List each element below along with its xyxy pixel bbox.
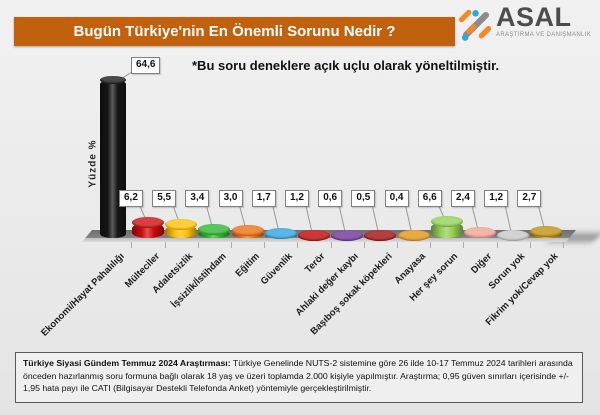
asal-logo: ASAL ARAŞTIRMA VE DANIŞMANLIK <box>458 4 596 48</box>
page-title: Bugün Türkiye'nin En Önemli Sorunu Nedir… <box>14 17 455 46</box>
value-label: 0,5 <box>351 190 376 207</box>
bar-cylinder-top <box>231 225 264 237</box>
category-label: Ahlaki değer kaybı <box>293 251 361 319</box>
value-label: 64,6 <box>131 57 161 74</box>
methodology-title: Türkiye Siyasi Gündem Temmuz 2024 Araştı… <box>23 358 231 368</box>
bar-cylinder <box>100 79 126 238</box>
bar-cylinder-top <box>464 226 496 238</box>
asal-logo-text: ASAL <box>496 2 572 32</box>
survey-note: *Bu soru deneklere açık uçlu olarak yöne… <box>192 58 500 73</box>
value-label: 2,7 <box>517 190 542 207</box>
axis-tick <box>529 242 531 248</box>
axis-tick <box>463 242 465 248</box>
bar-cylinder-top <box>264 228 297 240</box>
category-label: Eğitim <box>233 251 262 280</box>
category-label: Terör <box>303 251 328 276</box>
asal-logo-subtitle: ARAŞTIRMA VE DANIŞMANLIK <box>496 32 592 38</box>
axis-tick <box>330 242 332 248</box>
value-label: 3,4 <box>185 190 210 207</box>
axis-tick <box>496 242 498 248</box>
bar-cylinder-top <box>198 224 231 236</box>
axis-tick <box>131 242 133 248</box>
value-label: 1,2 <box>484 190 509 207</box>
bar-cylinder-top <box>298 229 330 241</box>
bar-cylinder-top <box>530 225 563 237</box>
bar-cylinder-top <box>430 216 463 228</box>
bar-cylinder-top <box>100 75 126 84</box>
axis-tick <box>363 242 365 248</box>
methodology-text: Türkiye Genelinde NUTS-2 sistemine göre … <box>23 358 573 394</box>
category-label: Diğer <box>468 251 494 276</box>
bar-cylinder-top <box>165 219 198 231</box>
value-label: 3,0 <box>218 190 243 207</box>
axis-tick <box>164 242 166 248</box>
bar-cylinder-top <box>132 217 164 229</box>
axis-tick <box>563 242 564 248</box>
axis-tick <box>264 242 266 248</box>
bar-cylinder-top <box>397 229 430 241</box>
category-label: Ekonomi/Hayat Pahalılığı <box>39 251 127 339</box>
value-label: 1,7 <box>251 190 276 207</box>
axis-tick <box>231 242 232 248</box>
leader-line <box>371 205 379 233</box>
value-label: 0,6 <box>318 190 343 207</box>
bar-cylinder-top <box>331 229 364 241</box>
value-label: 6,6 <box>417 190 442 207</box>
value-label: 6,2 <box>119 190 143 207</box>
category-label: Güvenlik <box>258 251 295 288</box>
value-label: 2,4 <box>451 190 475 207</box>
bar-cylinder-top <box>364 229 397 241</box>
leader-line <box>405 205 413 233</box>
methodology-box: Türkiye Siyasi Gündem Temmuz 2024 Araştı… <box>15 352 583 403</box>
value-label: 1,2 <box>285 190 309 207</box>
leader-line <box>504 205 512 233</box>
axis-tick <box>297 242 299 248</box>
bar-cylinder-top <box>497 229 530 241</box>
value-label: 0,4 <box>384 190 409 207</box>
leader-line <box>338 205 346 233</box>
axis-tick <box>397 242 398 248</box>
leader-line <box>305 205 313 233</box>
axis-tick <box>430 242 432 248</box>
value-label: 5,5 <box>152 190 177 207</box>
axis-tick <box>197 242 199 248</box>
asal-logo-mark <box>458 9 492 41</box>
